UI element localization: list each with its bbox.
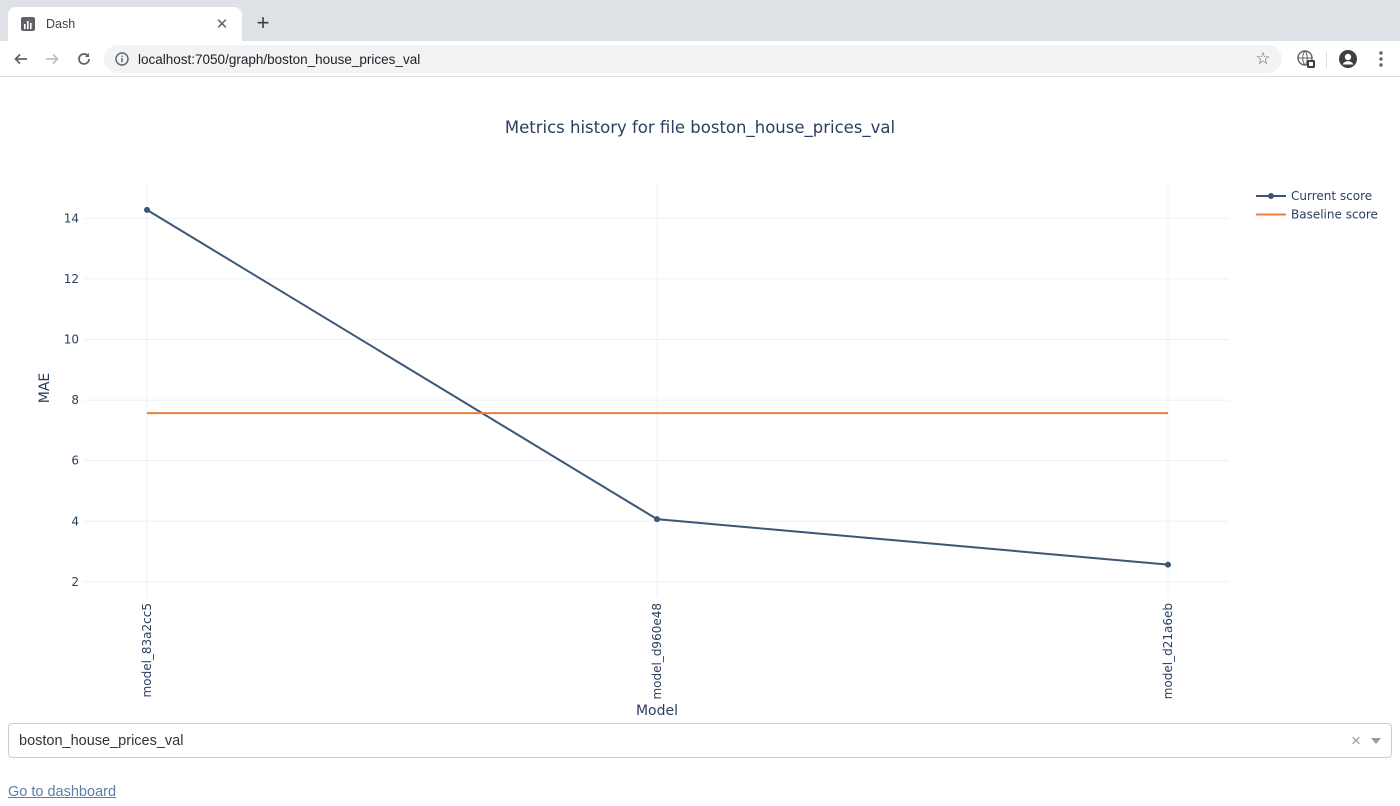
- current-score-point[interactable]: [1165, 561, 1171, 568]
- tab-title: Dash: [46, 17, 76, 31]
- x-tick-label: model_d21a6eb: [1161, 603, 1175, 699]
- legend-label[interactable]: Current score: [1291, 189, 1372, 203]
- file-dropdown[interactable]: boston_house_prices_val ×: [8, 723, 1392, 758]
- metrics-graph[interactable]: 2 4 6 8 10 12 14 model_83a2cc5 model_d960e48 mode…: [0, 77, 1400, 717]
- browser-tab[interactable]: Dash ✕: [8, 7, 242, 41]
- address-bar[interactable]: localhost:7050/graph/boston_house_prices…: [104, 45, 1282, 73]
- y-tick-label: 2: [71, 575, 79, 589]
- star-icon[interactable]: ☆: [1255, 49, 1271, 68]
- label-layer: 2 4 6 8 10 12 14 model_83a2cc5 model_d960e48 mode…: [64, 211, 1175, 699]
- translate-extension-icon[interactable]: [1295, 48, 1317, 70]
- grid-layer: [84, 182, 1229, 597]
- clear-icon[interactable]: ×: [1351, 730, 1361, 750]
- y-tick-label: 14: [64, 211, 79, 225]
- info-icon[interactable]: [114, 51, 130, 67]
- series-layer: [144, 206, 1171, 568]
- x-axis-title: Model: [636, 703, 678, 717]
- go-to-dashboard-link[interactable]: Go to dashboard: [8, 784, 117, 800]
- chevron-down-icon[interactable]: [1365, 732, 1387, 750]
- browser-toolbar: localhost:7050/graph/boston_house_prices…: [0, 41, 1400, 77]
- browser-tab-strip: Dash ✕ +: [0, 0, 1400, 41]
- current-score-point[interactable]: [144, 206, 150, 213]
- y-tick-label: 12: [64, 272, 79, 286]
- y-tick-label: 8: [71, 393, 79, 407]
- kebab-menu-icon[interactable]: [1370, 48, 1392, 70]
- url-text: localhost:7050/graph/boston_house_prices…: [138, 51, 421, 67]
- bar-chart-icon: [20, 16, 36, 32]
- y-tick-label: 10: [64, 333, 79, 347]
- page-content: 2 4 6 8 10 12 14 model_83a2cc5 model_d960e48 mode…: [0, 77, 1400, 806]
- account-circle-icon[interactable]: [1337, 48, 1359, 70]
- x-tick-label: model_d960e48: [650, 603, 664, 700]
- reload-icon[interactable]: [72, 47, 96, 71]
- arrow-right-icon[interactable]: [40, 47, 64, 71]
- current-score-point[interactable]: [654, 516, 660, 523]
- y-tick-label: 4: [71, 514, 79, 528]
- dropdown-selected-value: boston_house_prices_val: [19, 732, 184, 749]
- arrow-left-icon[interactable]: [9, 47, 33, 71]
- legend[interactable]: Current score Baseline score: [1256, 189, 1378, 222]
- toolbar-divider: [1326, 52, 1327, 68]
- new-tab-icon[interactable]: +: [256, 10, 270, 35]
- y-tick-label: 6: [71, 454, 79, 468]
- x-tick-label: model_83a2cc5: [140, 603, 154, 697]
- chart-title: Metrics history for file boston_house_pr…: [505, 118, 895, 138]
- close-icon[interactable]: ✕: [215, 16, 229, 33]
- legend-label[interactable]: Baseline score: [1291, 208, 1378, 222]
- y-axis-title: MAE: [37, 373, 53, 404]
- legend-marker: [1268, 193, 1274, 199]
